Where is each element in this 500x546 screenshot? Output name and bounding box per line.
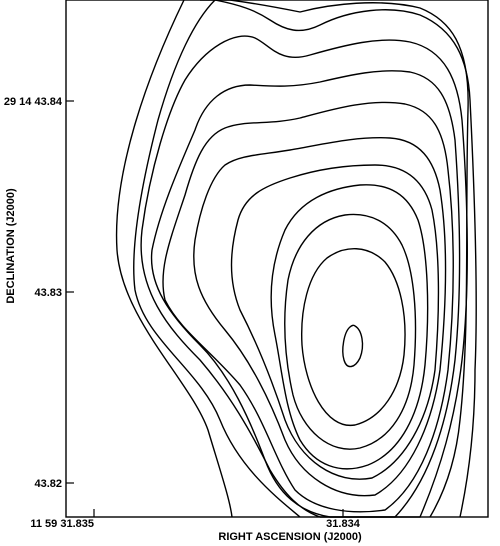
contour-level-5 <box>162 101 454 513</box>
contour-level-11-peak <box>342 324 364 368</box>
contour-lines <box>115 0 477 518</box>
contour-level-2 <box>133 0 477 518</box>
y-axis-label: DECLINATION (J2000) <box>5 188 17 304</box>
contour-level-6 <box>193 137 447 497</box>
contour-level-4 <box>150 70 461 518</box>
x-tick-label-1: 31.834 <box>326 518 361 530</box>
contour-level-1 <box>115 0 233 518</box>
y-tick-label-2: 43.82 <box>34 478 62 490</box>
contour-level-9 <box>284 213 417 450</box>
plot-frame <box>65 0 489 518</box>
contour-level-1-right <box>200 0 469 518</box>
plot-frame-group <box>65 0 489 518</box>
y-tick-label-0: 29 14 43.84 <box>4 96 63 108</box>
contour-level-3 <box>140 35 468 518</box>
contour-level-7 <box>230 164 440 480</box>
x-tick-label-0: 11 59 31.835 <box>30 518 94 530</box>
x-axis-label: RIGHT ASCENSION (J2000) <box>218 531 362 543</box>
axis-ticks <box>66 100 344 517</box>
contour-level-8 <box>270 184 429 470</box>
contour-level-10 <box>301 248 406 426</box>
axis-tick-labels: 11 59 31.835 31.834 29 14 43.84 43.83 43.82 <box>4 96 361 530</box>
y-tick-label-1: 43.83 <box>34 287 62 299</box>
